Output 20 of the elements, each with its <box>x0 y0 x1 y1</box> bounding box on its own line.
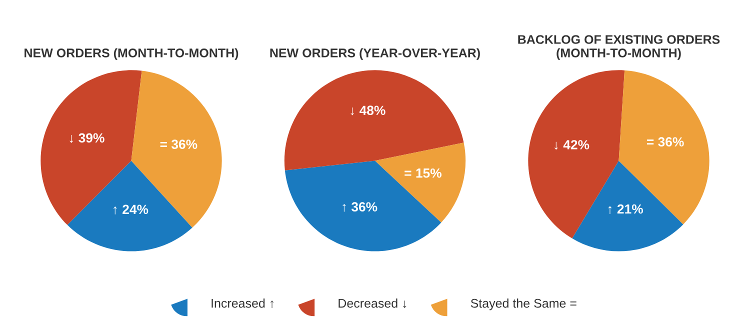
chart-title: NEW ORDERS (YEAR-OVER-YEAR) <box>270 48 480 60</box>
chart-title: NEW ORDERS (MONTH-TO-MONTH) <box>24 48 238 60</box>
data-label: ↓ 39% <box>70 133 104 143</box>
data-label: = 15% <box>404 168 442 178</box>
data-label: ↑ 36% <box>342 202 378 212</box>
pie-slice <box>618 70 710 224</box>
pie-slice <box>67 160 192 252</box>
data-label: = 36% <box>160 140 198 150</box>
legend-label: Decreased ↓ <box>338 298 406 308</box>
legend-label: Stayed the Same = <box>470 298 576 310</box>
data-label: = 36% <box>646 137 684 147</box>
data-label: ↓ 42% <box>554 140 590 150</box>
pie-slice <box>572 160 684 252</box>
data-label: ↑ 21% <box>608 204 643 214</box>
data-label: ↑ 24% <box>114 204 148 214</box>
legend-label: Increased ↑ <box>212 298 274 308</box>
chart-title: BACKLOG OF EXISTING ORDERS (MONTH-TO-MONTH) <box>518 35 720 60</box>
pie-slice <box>284 70 464 170</box>
data-label: ↓ 48% <box>350 106 386 116</box>
pie-slice <box>284 160 442 252</box>
